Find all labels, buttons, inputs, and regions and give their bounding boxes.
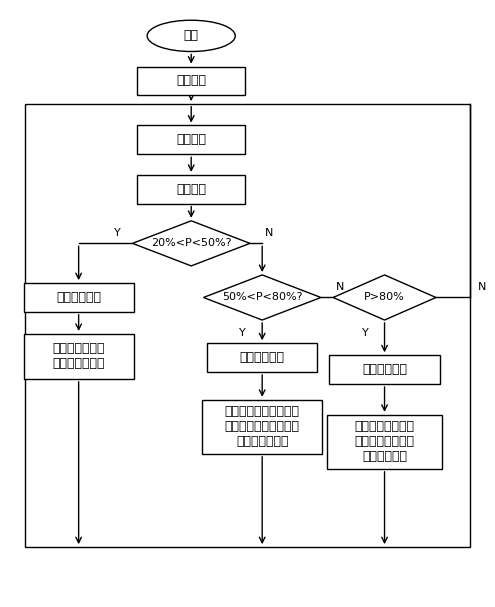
Text: 启动三级预警: 启动三级预警 xyxy=(56,291,101,304)
Text: 开始: 开始 xyxy=(184,29,198,42)
Text: N: N xyxy=(265,228,274,237)
Text: 数据处理: 数据处理 xyxy=(176,183,206,195)
Text: 启动二级预警: 启动二级预警 xyxy=(240,351,285,364)
Text: 声光报警，短信报
警，界面警告，并
提示应急措施: 声光报警，短信报 警，界面警告，并 提示应急措施 xyxy=(354,420,414,463)
Text: P>80%: P>80% xyxy=(364,293,405,302)
FancyBboxPatch shape xyxy=(327,415,442,469)
Text: 模型训练: 模型训练 xyxy=(176,75,206,87)
Text: N: N xyxy=(336,282,345,291)
FancyBboxPatch shape xyxy=(138,67,245,95)
FancyBboxPatch shape xyxy=(138,175,245,204)
Text: 50%<P<80%?: 50%<P<80%? xyxy=(222,293,302,302)
Text: N: N xyxy=(478,282,487,291)
Polygon shape xyxy=(333,275,436,320)
FancyBboxPatch shape xyxy=(24,334,134,379)
FancyBboxPatch shape xyxy=(207,343,317,372)
FancyBboxPatch shape xyxy=(138,126,245,154)
FancyBboxPatch shape xyxy=(202,400,322,454)
Text: 20%<P<50%?: 20%<P<50%? xyxy=(151,239,232,248)
Polygon shape xyxy=(203,275,321,320)
Text: 红色警报，声音报警，
提示可能发生的泄露，
并发送短信提示: 红色警报，声音报警， 提示可能发生的泄露， 并发送短信提示 xyxy=(225,405,299,449)
FancyBboxPatch shape xyxy=(330,355,440,384)
Text: 启动一级预警: 启动一级预警 xyxy=(362,363,407,376)
Text: Y: Y xyxy=(114,228,121,237)
Text: 数据采集: 数据采集 xyxy=(176,134,206,146)
Ellipse shape xyxy=(147,20,235,52)
Text: Y: Y xyxy=(361,328,368,338)
Text: Y: Y xyxy=(239,328,246,338)
FancyBboxPatch shape xyxy=(24,283,134,312)
Polygon shape xyxy=(133,221,250,266)
Text: 黄色警报，提示
可能发生的泄露: 黄色警报，提示 可能发生的泄露 xyxy=(52,342,105,370)
